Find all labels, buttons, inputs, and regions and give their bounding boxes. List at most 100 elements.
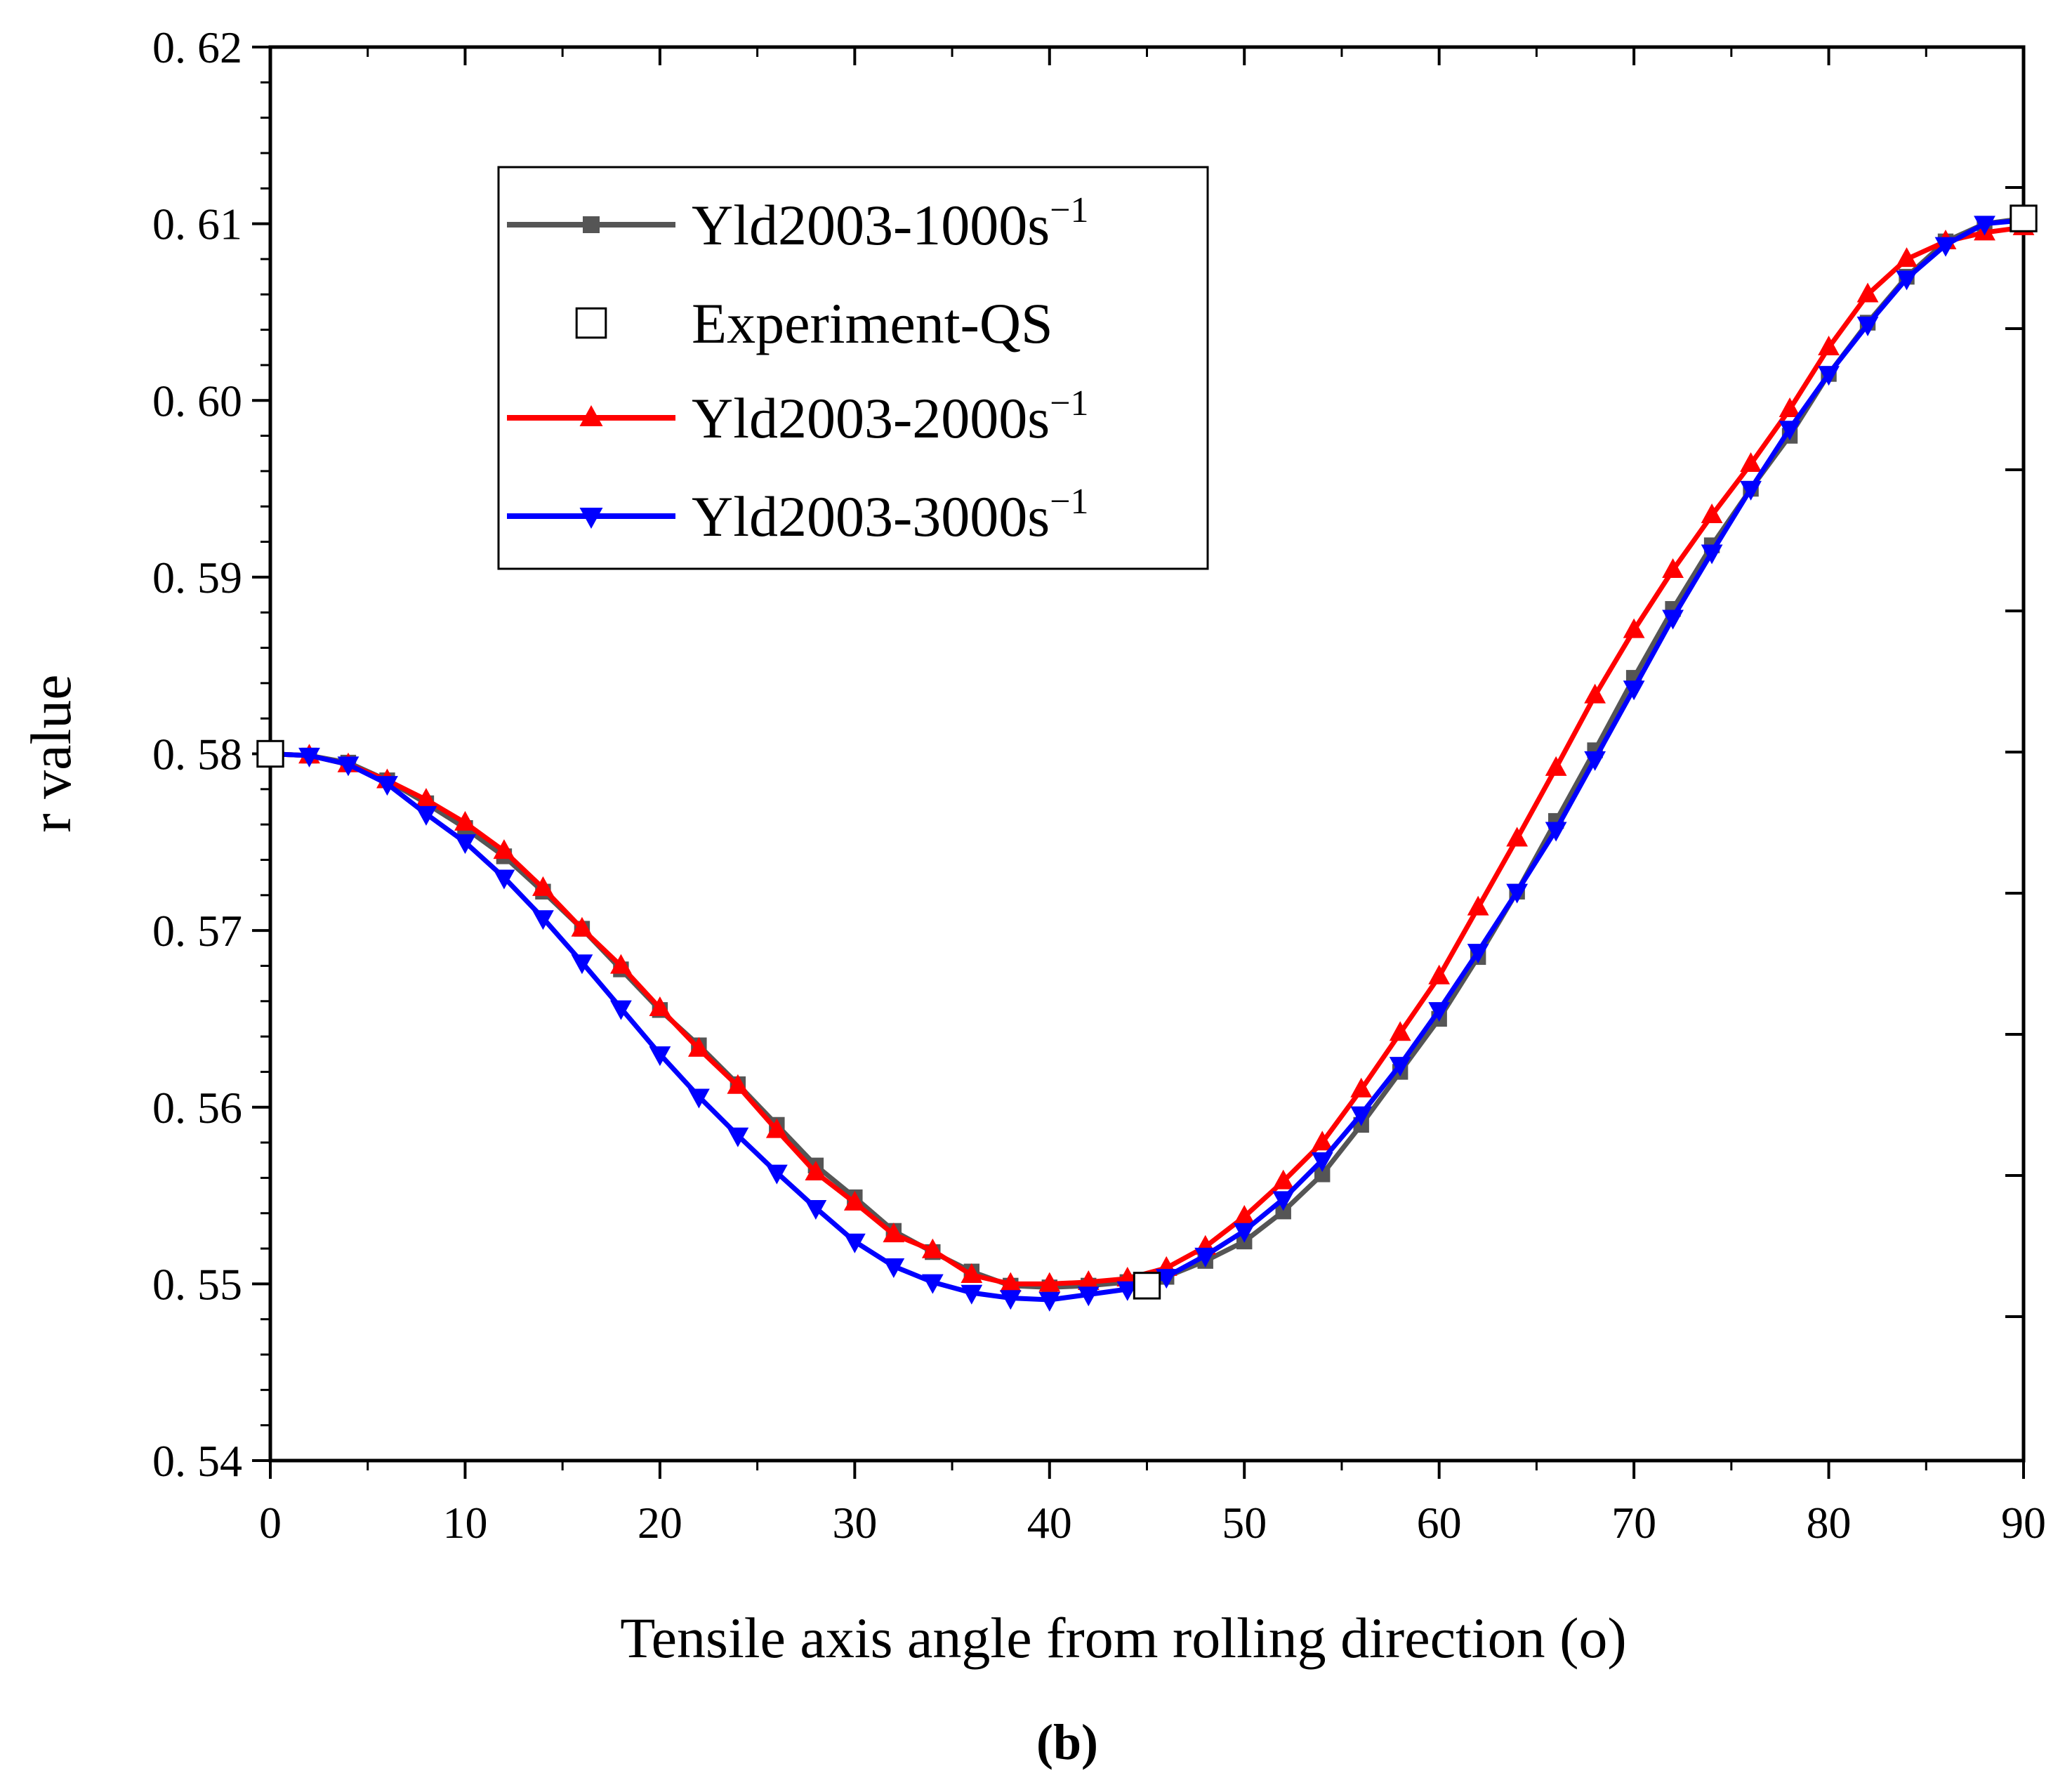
data-point: [1779, 397, 1801, 418]
x-tick-label: 70: [1611, 1498, 1656, 1548]
data-point: [765, 1118, 788, 1138]
y-tick-label: 0. 56: [152, 1083, 242, 1133]
y-tick-label: 0. 60: [152, 376, 242, 426]
data-point: [843, 1190, 866, 1211]
y-tick-label: 0. 54: [152, 1436, 242, 1486]
data-point: [727, 1127, 749, 1147]
data-point: [1389, 1021, 1411, 1041]
data-point: [999, 1290, 1022, 1310]
data-point: [1740, 480, 1762, 501]
data-point: [1856, 316, 1879, 336]
data-point: [493, 869, 515, 890]
data-point: [1740, 452, 1762, 473]
data-point: [1389, 1057, 1411, 1077]
data-point: [1934, 237, 1957, 257]
x-tick-label: 30: [832, 1498, 877, 1548]
data-point: [1896, 270, 1918, 291]
data-point: [649, 1046, 671, 1067]
y-tick-label: 0. 59: [152, 553, 242, 602]
data-point: [1506, 826, 1529, 847]
data-point: [1818, 335, 1840, 355]
y-axis-title: r value: [19, 674, 83, 832]
data-point: [376, 776, 398, 796]
data-point: [1701, 503, 1723, 524]
data-point: [1314, 1166, 1331, 1183]
series-experiment-qs: [256, 204, 2038, 1300]
legend: Yld2003-1000s−1 Experiment-QS Yld2003-2000…: [497, 166, 1209, 570]
data-point: [579, 405, 603, 426]
data-point: [1779, 421, 1801, 441]
data-point: [610, 1000, 632, 1020]
data-point: [1272, 1191, 1295, 1211]
data-point: [337, 756, 359, 777]
data-point: [1467, 944, 1489, 964]
data-point: [961, 1284, 983, 1305]
data-point: [1077, 1270, 1100, 1291]
data-point: [1974, 216, 1995, 236]
data-point: [1545, 822, 1567, 842]
x-tick-label: 60: [1417, 1498, 1462, 1548]
data-point: [1506, 883, 1529, 904]
data-point: [1818, 366, 1840, 386]
data-point: [415, 805, 437, 826]
legend-label-superscript: −1: [1050, 482, 1088, 522]
data-point: [1662, 558, 1684, 579]
data-point: [1701, 544, 1723, 565]
series-layer: [256, 204, 2038, 1312]
legend-entry: Yld2003-2000s−1: [507, 383, 1089, 450]
legend-label: Yld2003-1000s−1: [692, 190, 1089, 257]
data-point: [1233, 1223, 1255, 1243]
x-tick-label: 40: [1027, 1498, 1072, 1548]
legend-label-superscript: −1: [1050, 190, 1088, 230]
data-point: [1233, 1204, 1255, 1225]
data-point: [649, 996, 671, 1017]
data-point: [583, 216, 600, 233]
data-point: [454, 810, 476, 831]
legend-label-superscript: −1: [1050, 383, 1088, 423]
data-point: [805, 1161, 827, 1181]
y-tick-label: 0. 58: [152, 730, 242, 779]
data-point: [1133, 1272, 1161, 1300]
y-tick-label: 0. 62: [152, 22, 242, 72]
data-point: [298, 747, 320, 768]
data-point: [843, 1233, 866, 1253]
data-point: [1350, 1106, 1373, 1126]
data-point: [1584, 751, 1606, 771]
data-point: [1038, 1291, 1061, 1312]
x-tick-label: 10: [442, 1498, 487, 1548]
y-tick-label: 0. 61: [152, 199, 242, 249]
data-point: [532, 876, 554, 896]
data-point: [1116, 1281, 1139, 1301]
data-point: [1428, 964, 1451, 984]
data-point: [883, 1258, 905, 1279]
data-point: [1428, 1002, 1451, 1022]
data-point: [1545, 756, 1567, 776]
legend-entry: Experiment-QS: [575, 291, 1053, 355]
data-point: [532, 910, 554, 930]
data-point: [921, 1238, 944, 1258]
y-tick-label: 0. 57: [152, 906, 242, 956]
legend-entry: Yld2003-3000s−1: [507, 482, 1089, 548]
data-point: [1623, 618, 1645, 638]
data-point: [415, 788, 437, 808]
legend-entry: Yld2003-1000s−1: [507, 190, 1089, 257]
legend-label: Yld2003-3000s−1: [692, 482, 1089, 548]
legend-box: [497, 166, 1209, 570]
data-point: [1584, 683, 1606, 704]
x-axis-title: Tensile axis angle from rolling directio…: [620, 1606, 1626, 1670]
data-point: [999, 1272, 1022, 1292]
data-point: [1194, 1247, 1217, 1267]
data-point: [1275, 1204, 1291, 1220]
data-point: [2010, 204, 2038, 232]
data-point: [883, 1223, 905, 1243]
data-point: [687, 1088, 710, 1109]
legend-label: Experiment-QS: [692, 291, 1053, 355]
data-point: [1077, 1286, 1100, 1307]
data-point: [687, 1036, 710, 1057]
data-point: [571, 916, 593, 937]
data-point: [765, 1164, 788, 1185]
data-point: [1155, 1269, 1177, 1289]
data-point: [1662, 610, 1684, 630]
x-tick-label: 90: [2001, 1498, 2046, 1548]
